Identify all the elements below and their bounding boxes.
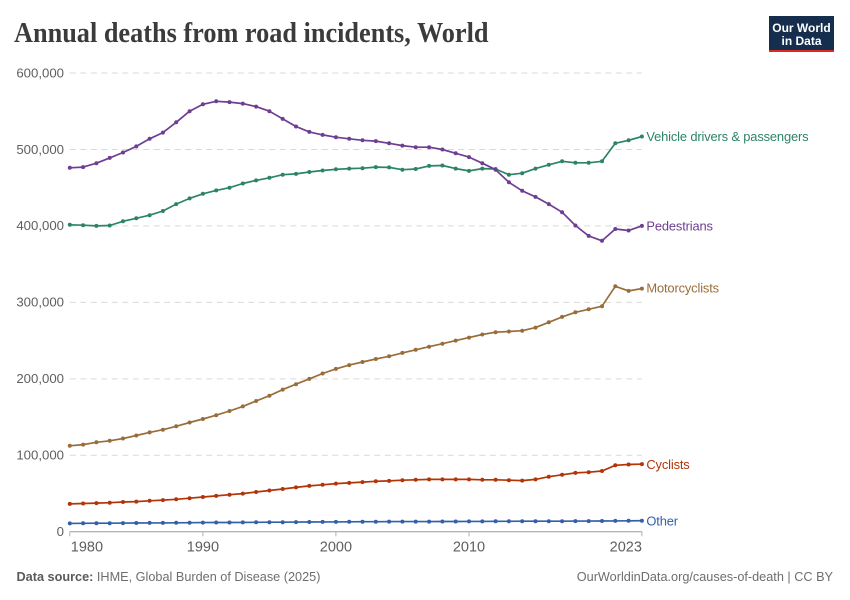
svg-text:600,000: 600,000 — [16, 65, 64, 80]
svg-text:2000: 2000 — [320, 540, 352, 556]
svg-text:Other: Other — [646, 513, 678, 528]
svg-text:Vehicle drivers & passengers: Vehicle drivers & passengers — [646, 129, 808, 144]
svg-text:200,000: 200,000 — [16, 371, 64, 386]
svg-text:1980: 1980 — [71, 540, 103, 556]
svg-text:300,000: 300,000 — [16, 295, 64, 310]
svg-text:500,000: 500,000 — [16, 142, 64, 157]
svg-text:Motorcyclists: Motorcyclists — [646, 281, 719, 296]
svg-text:100,000: 100,000 — [16, 448, 64, 463]
svg-text:0: 0 — [57, 524, 64, 539]
svg-text:2010: 2010 — [453, 540, 485, 556]
svg-text:2023: 2023 — [610, 540, 642, 556]
svg-text:Pedestrians: Pedestrians — [646, 219, 712, 234]
svg-text:400,000: 400,000 — [16, 218, 64, 233]
svg-text:1990: 1990 — [187, 540, 219, 556]
svg-text:Cyclists: Cyclists — [646, 457, 689, 472]
